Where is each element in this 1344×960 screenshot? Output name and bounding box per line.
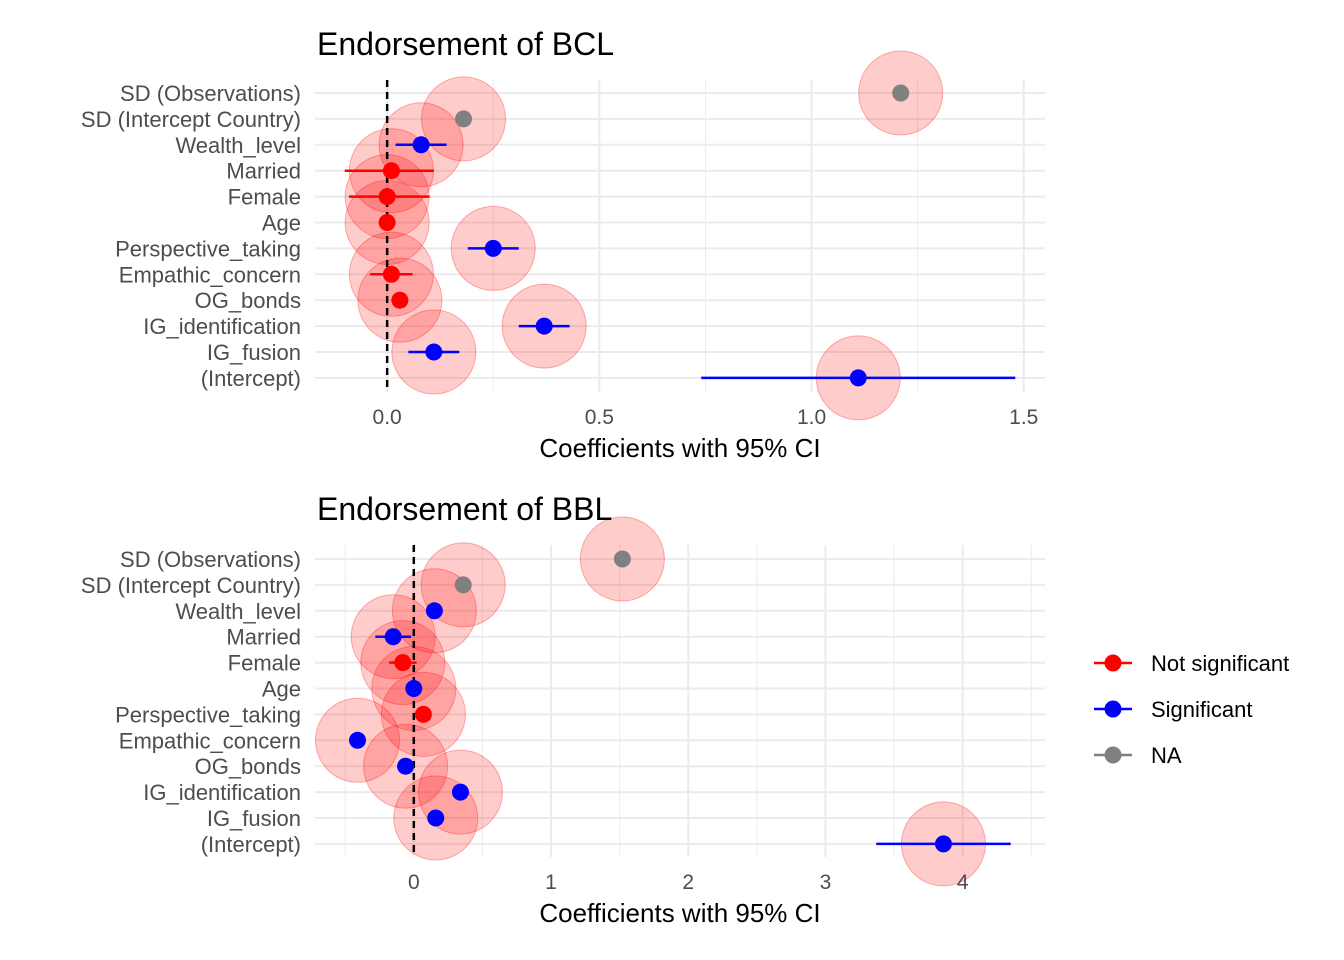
legend-key-point bbox=[1104, 746, 1122, 764]
x-tick-label: 1.5 bbox=[1009, 406, 1038, 429]
term-label: SD (Observations) bbox=[120, 81, 301, 106]
estimate-point bbox=[455, 110, 473, 128]
chart-panel-1: SD (Observations)SD (Intercept Country)W… bbox=[81, 26, 1045, 463]
chart-panel-2: SD (Observations)SD (Intercept Country)W… bbox=[81, 491, 1045, 928]
estimate-point bbox=[397, 757, 415, 775]
term-label: (Intercept) bbox=[201, 366, 301, 391]
term-label: Age bbox=[262, 677, 301, 702]
estimate-point bbox=[892, 84, 910, 102]
term-label: Perspective_taking bbox=[115, 236, 301, 261]
term-label: Married bbox=[226, 159, 301, 184]
estimate-point bbox=[425, 602, 443, 620]
legend-label: NA bbox=[1151, 743, 1182, 768]
term-label: SD (Observations) bbox=[120, 547, 301, 572]
term-label: (Intercept) bbox=[201, 832, 301, 857]
legend-label: Not significant bbox=[1151, 651, 1289, 676]
x-axis-label: Coefficients with 95% CI bbox=[539, 433, 820, 463]
estimate-point bbox=[427, 809, 445, 827]
term-label: IG_identification bbox=[143, 314, 301, 339]
chart-title: Endorsement of BCL bbox=[317, 26, 614, 62]
x-tick-label: 4 bbox=[957, 871, 969, 894]
legend: Not significant Significant NA bbox=[1094, 651, 1289, 768]
term-label: IG_fusion bbox=[207, 340, 301, 365]
term-label: OG_bonds bbox=[195, 288, 301, 313]
chart-title: Endorsement of BBL bbox=[317, 491, 612, 527]
term-label: Female bbox=[228, 185, 301, 210]
estimate-point bbox=[394, 654, 412, 672]
estimate-point bbox=[613, 550, 631, 568]
estimate-point bbox=[378, 188, 396, 206]
term-label: Married bbox=[226, 625, 301, 650]
estimate-point bbox=[849, 369, 867, 387]
x-tick-label: 0.5 bbox=[585, 406, 614, 429]
x-axis-label: Coefficients with 95% CI bbox=[539, 898, 820, 928]
term-label: IG_fusion bbox=[207, 806, 301, 831]
term-label: IG_identification bbox=[143, 780, 301, 805]
estimate-point bbox=[414, 705, 432, 723]
term-label: SD (Intercept Country) bbox=[81, 107, 301, 132]
estimate-point bbox=[934, 835, 952, 853]
x-tick-label: 0.0 bbox=[373, 406, 402, 429]
estimate-point bbox=[349, 731, 367, 749]
estimate-point bbox=[382, 265, 400, 283]
estimate-point bbox=[535, 317, 553, 335]
x-tick-label: 1.0 bbox=[797, 406, 826, 429]
term-label: Empathic_concern bbox=[119, 262, 301, 287]
estimate-point bbox=[425, 343, 443, 361]
estimate-point bbox=[484, 239, 502, 257]
term-label: Age bbox=[262, 211, 301, 236]
term-label: Wealth_level bbox=[175, 133, 301, 158]
estimate-point bbox=[405, 680, 423, 697]
x-tick-label: 2 bbox=[682, 871, 694, 894]
term-label: OG_bonds bbox=[195, 754, 301, 779]
legend-label: Significant bbox=[1151, 697, 1253, 722]
estimate-point bbox=[454, 576, 472, 594]
estimate-point bbox=[378, 214, 396, 231]
x-tick-label: 1 bbox=[545, 871, 557, 894]
estimate-point bbox=[412, 136, 430, 154]
term-label: Female bbox=[228, 651, 301, 676]
legend-key-point bbox=[1104, 654, 1122, 672]
term-label: SD (Intercept Country) bbox=[81, 573, 301, 598]
term-label: Empathic_concern bbox=[119, 728, 301, 753]
x-tick-label: 3 bbox=[820, 871, 832, 894]
estimate-point bbox=[451, 783, 469, 801]
estimate-point bbox=[382, 162, 400, 180]
estimate-point bbox=[384, 628, 402, 646]
x-tick-label: 0 bbox=[408, 871, 420, 894]
legend-key-point bbox=[1104, 700, 1122, 718]
term-label: Perspective_taking bbox=[115, 702, 301, 727]
term-label: Wealth_level bbox=[175, 599, 301, 624]
estimate-point bbox=[391, 291, 409, 309]
